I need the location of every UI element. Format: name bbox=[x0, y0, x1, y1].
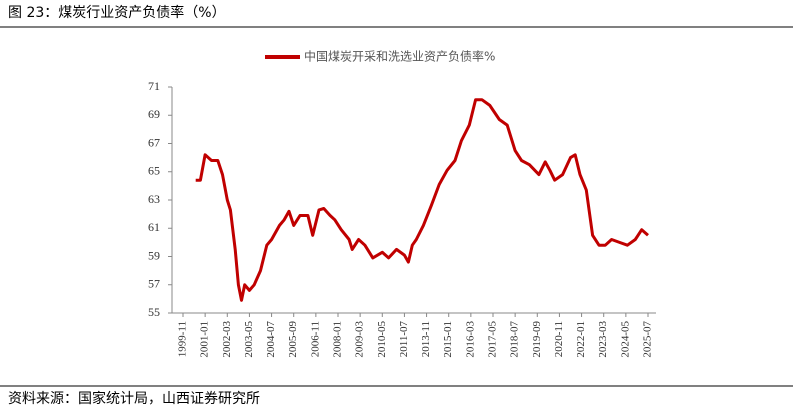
x-tick-label: 1999-11 bbox=[177, 321, 189, 357]
x-tick-label: 2002-03 bbox=[221, 321, 233, 358]
x-tick-label: 2025-07 bbox=[642, 321, 654, 358]
x-tick-label: 2023-03 bbox=[597, 321, 609, 358]
x-tick-label: 2019-09 bbox=[531, 321, 543, 358]
x-tick-label: 2011-07 bbox=[398, 321, 410, 358]
x-tick-label: 2008-01 bbox=[332, 321, 344, 358]
x-tick-label: 2006-11 bbox=[309, 321, 321, 357]
x-tick-label: 2003-05 bbox=[243, 321, 255, 358]
y-tick-label: 63 bbox=[148, 192, 160, 206]
chart-title: 图 23：煤炭行业资产负债率（%） bbox=[8, 4, 226, 21]
x-tick-label: 2009-03 bbox=[354, 321, 366, 358]
x-tick-label: 2004-07 bbox=[265, 321, 277, 358]
source: 资料来源：国家统计局，山西证券研究所 bbox=[8, 390, 260, 405]
x-tick-label: 2022-01 bbox=[575, 321, 587, 358]
y-tick-label: 57 bbox=[148, 277, 160, 291]
x-tick-label: 2013-11 bbox=[420, 321, 432, 357]
y-tick-label: 69 bbox=[148, 107, 160, 121]
series-line bbox=[195, 98, 649, 302]
y-tick-label: 67 bbox=[148, 135, 160, 149]
x-tick-label: 2016-03 bbox=[464, 321, 476, 358]
legend-label: 中国煤炭开采和洗选业资产负债率% bbox=[304, 49, 495, 64]
y-tick-label: 61 bbox=[148, 220, 160, 234]
x-tick-label: 2018-07 bbox=[509, 321, 521, 358]
y-tick-label: 59 bbox=[148, 248, 160, 262]
x-tick-label: 2024-05 bbox=[619, 321, 631, 358]
x-tick-label: 2005-09 bbox=[287, 321, 299, 358]
y-tick-label: 55 bbox=[148, 305, 160, 319]
y-tick-label: 65 bbox=[148, 164, 160, 178]
x-tick-label: 2017-05 bbox=[487, 321, 499, 358]
x-tick-label: 2020-11 bbox=[553, 321, 565, 357]
x-tick-label: 2001-01 bbox=[199, 321, 211, 358]
x-tick-label: 2010-05 bbox=[376, 321, 388, 358]
y-tick-label: 71 bbox=[148, 79, 160, 93]
x-tick-label: 2015-01 bbox=[442, 321, 454, 358]
